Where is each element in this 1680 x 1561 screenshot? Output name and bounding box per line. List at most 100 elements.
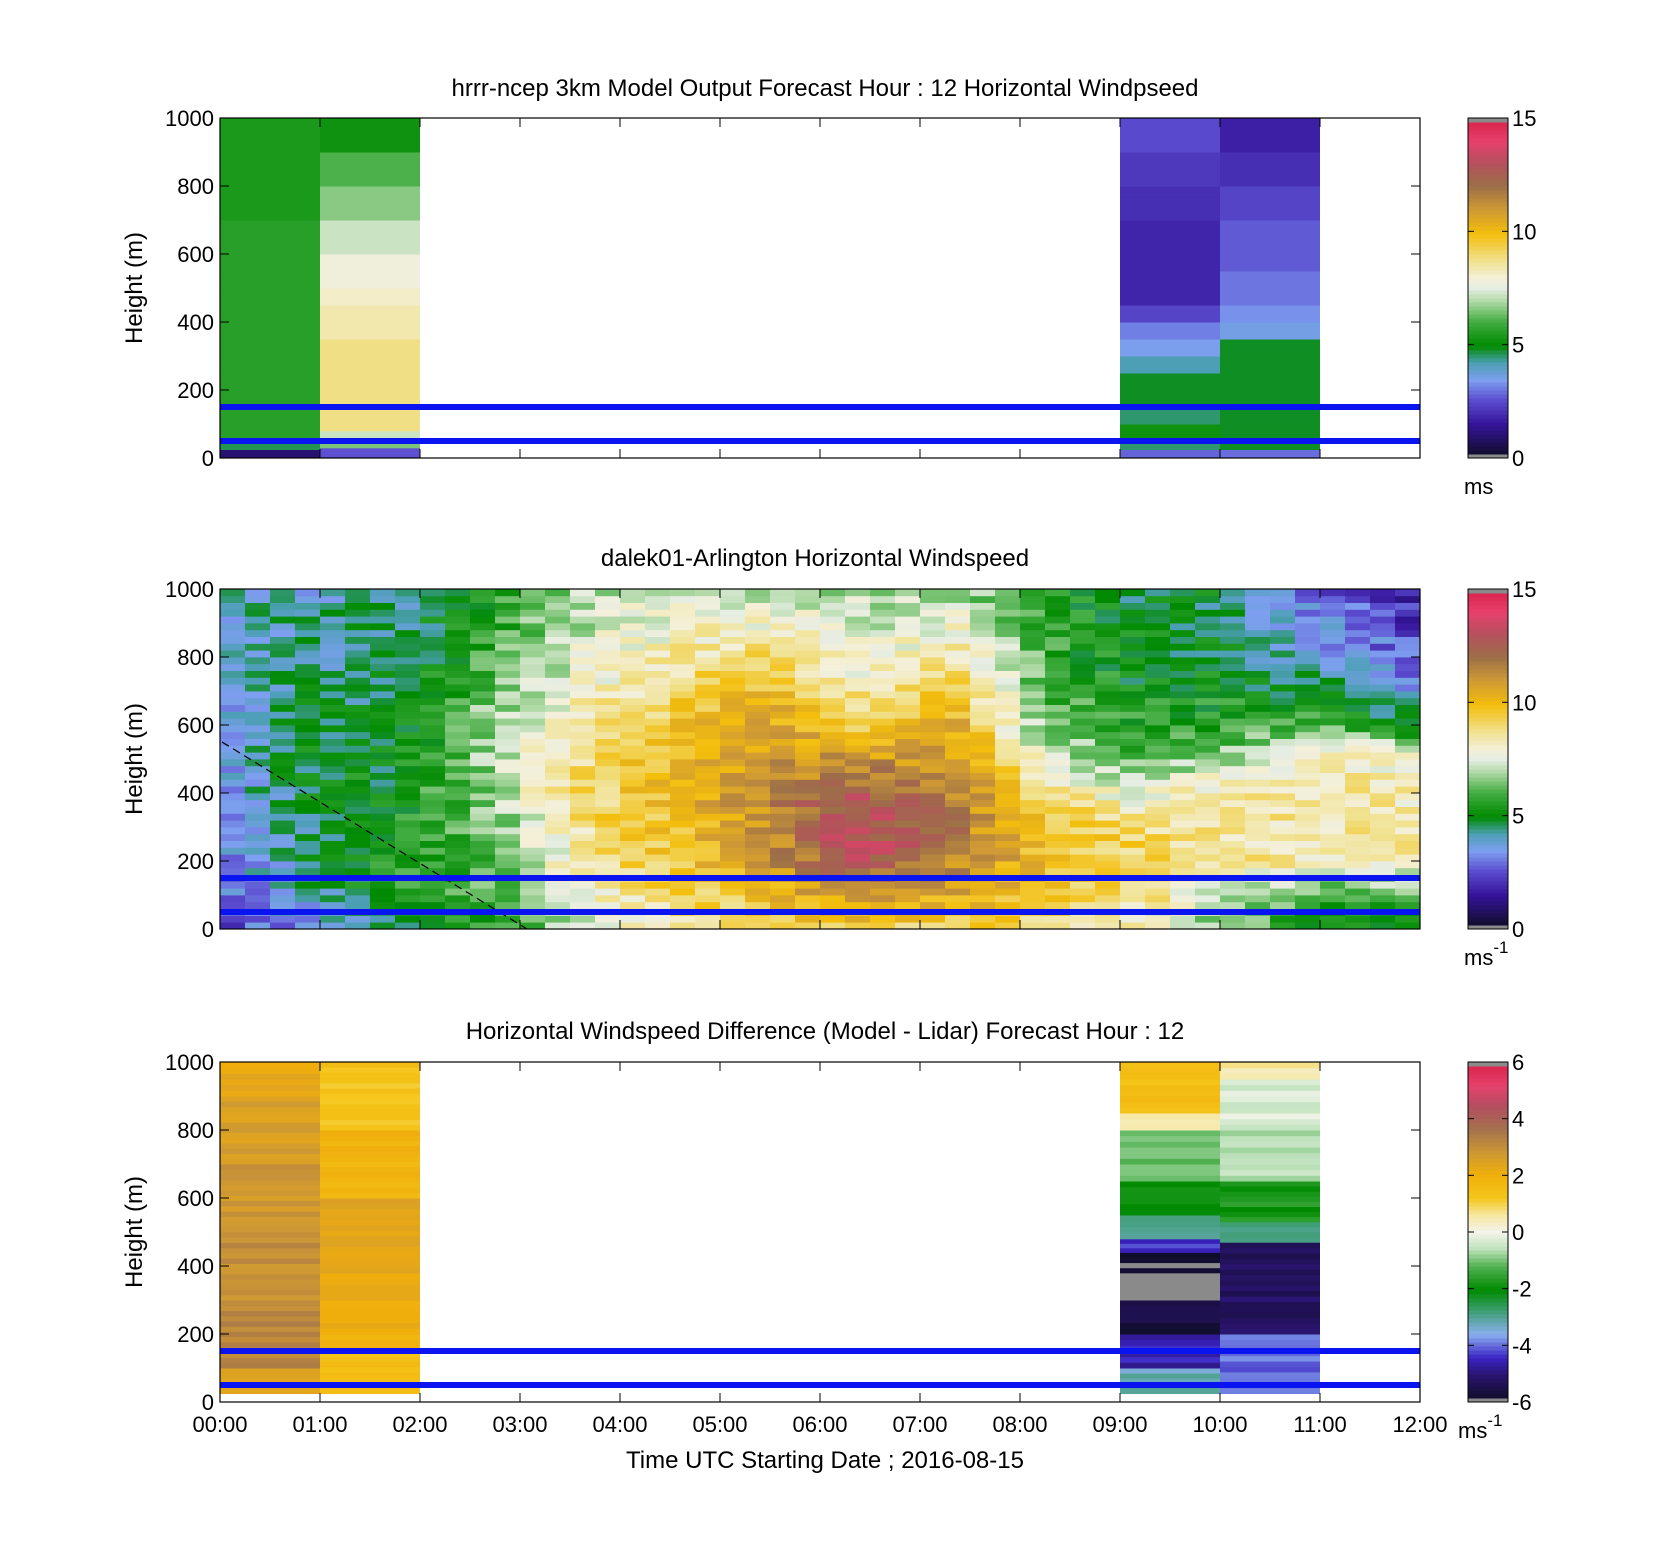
heatmap-cell bbox=[1245, 772, 1271, 780]
heatmap-cell bbox=[1070, 901, 1096, 909]
heatmap-cell bbox=[645, 623, 671, 631]
heatmap-cell bbox=[395, 731, 421, 739]
heatmap-cell bbox=[820, 786, 846, 794]
heatmap-cell bbox=[495, 799, 521, 807]
heatmap-cell bbox=[895, 704, 921, 712]
heatmap-cell bbox=[595, 833, 621, 841]
heatmap-cell bbox=[595, 684, 621, 692]
heatmap-cell bbox=[220, 1132, 320, 1139]
heatmap-cell bbox=[945, 847, 971, 855]
heatmap-cell bbox=[720, 745, 746, 753]
heatmap-cell bbox=[920, 765, 946, 773]
heatmap-cell bbox=[720, 752, 746, 760]
heatmap-cell bbox=[395, 779, 421, 787]
heatmap-cell bbox=[420, 901, 446, 909]
heatmap-cell bbox=[295, 725, 321, 733]
heatmap-cell bbox=[1345, 731, 1371, 739]
heatmap-cell bbox=[220, 295, 320, 302]
heatmap-cell bbox=[345, 623, 371, 631]
heatmap-cell bbox=[1220, 118, 1320, 125]
heatmap-cell bbox=[1245, 602, 1271, 610]
heatmap-cell bbox=[645, 595, 671, 603]
heatmap-cell bbox=[320, 1098, 420, 1105]
heatmap-cell bbox=[245, 697, 271, 705]
heatmap-cell bbox=[270, 725, 296, 733]
heatmap-cell bbox=[220, 1211, 320, 1217]
heatmap-cell bbox=[395, 793, 421, 801]
heatmap-cell bbox=[345, 691, 371, 699]
heatmap-cell bbox=[1270, 657, 1296, 665]
heatmap-cell bbox=[1095, 861, 1121, 869]
heatmap-cell bbox=[295, 806, 321, 814]
heatmap-cell bbox=[1220, 752, 1246, 760]
heatmap-cell bbox=[770, 704, 796, 712]
heatmap-cell bbox=[445, 881, 471, 889]
heatmap-cell bbox=[595, 922, 621, 930]
heatmap-cell bbox=[1370, 609, 1396, 617]
heatmap-cell bbox=[970, 636, 996, 644]
heatmap-cell bbox=[920, 922, 946, 930]
heatmap-cell bbox=[295, 813, 321, 821]
heatmap-cell bbox=[1145, 827, 1171, 835]
heatmap-cell bbox=[1170, 731, 1196, 739]
heatmap-cell bbox=[1220, 867, 1246, 875]
heatmap-cell bbox=[1195, 691, 1221, 699]
heatmap-cell bbox=[1395, 813, 1421, 821]
heatmap-cell bbox=[745, 684, 771, 692]
heatmap-cell bbox=[1120, 840, 1146, 848]
heatmap-cell bbox=[495, 691, 521, 699]
heatmap-cell bbox=[695, 684, 721, 692]
heatmap-cell bbox=[1345, 718, 1371, 726]
heatmap-cell bbox=[470, 663, 496, 671]
heatmap-cell bbox=[1320, 711, 1346, 719]
heatmap-cell bbox=[1370, 799, 1396, 807]
heatmap-cell bbox=[970, 840, 996, 848]
colorbar-segment bbox=[1468, 629, 1508, 634]
heatmap-cell bbox=[1220, 421, 1320, 428]
heatmap-cell bbox=[320, 765, 346, 773]
heatmap-cell bbox=[420, 650, 446, 658]
heatmap-cell bbox=[495, 725, 521, 733]
colorbar-segment bbox=[1468, 645, 1508, 650]
heatmap-cell bbox=[1045, 854, 1071, 862]
heatmap-cell bbox=[745, 657, 771, 665]
colorbar-segment bbox=[1468, 1390, 1508, 1395]
colorbar-segment bbox=[1468, 1346, 1508, 1351]
heatmap-cell bbox=[895, 609, 921, 617]
heatmap-cell bbox=[1195, 901, 1221, 909]
heatmap-cell bbox=[695, 711, 721, 719]
heatmap-cell bbox=[970, 847, 996, 855]
heatmap-cell bbox=[1320, 650, 1346, 658]
heatmap-cell bbox=[395, 922, 421, 930]
heatmap-cell bbox=[570, 697, 596, 705]
heatmap-cell bbox=[345, 833, 371, 841]
heatmap-cell bbox=[720, 799, 746, 807]
heatmap-cell bbox=[1120, 1147, 1220, 1154]
heatmap-cell bbox=[1170, 595, 1196, 603]
heatmap-cell bbox=[745, 643, 771, 651]
heatmap-cell bbox=[770, 861, 796, 869]
heatmap-cell bbox=[820, 806, 846, 814]
heatmap-cell bbox=[320, 663, 346, 671]
heatmap-cell bbox=[445, 704, 471, 712]
heatmap-cell bbox=[1220, 1232, 1320, 1238]
heatmap-cell bbox=[1270, 697, 1296, 705]
heatmap-cell bbox=[1270, 888, 1296, 896]
heatmap-cell bbox=[1195, 752, 1221, 760]
heatmap-cell bbox=[795, 745, 821, 753]
heatmap-cell bbox=[295, 704, 321, 712]
heatmap-cell bbox=[1195, 813, 1221, 821]
heatmap-cell bbox=[1170, 670, 1196, 678]
heatmap-cell bbox=[1120, 691, 1146, 699]
heatmap-cell bbox=[1120, 283, 1220, 290]
heatmap-cell bbox=[720, 881, 746, 889]
colorbar-segment bbox=[1468, 789, 1508, 794]
heatmap-cell bbox=[245, 827, 271, 835]
heatmap-cell bbox=[1395, 602, 1421, 610]
heatmap-cell bbox=[1070, 799, 1096, 807]
heatmap-cell bbox=[745, 650, 771, 658]
heatmap-cell bbox=[1020, 881, 1046, 889]
heatmap-cell bbox=[1045, 833, 1071, 841]
heatmap-cell bbox=[1170, 888, 1196, 896]
y-tick-label: 200 bbox=[177, 378, 214, 403]
